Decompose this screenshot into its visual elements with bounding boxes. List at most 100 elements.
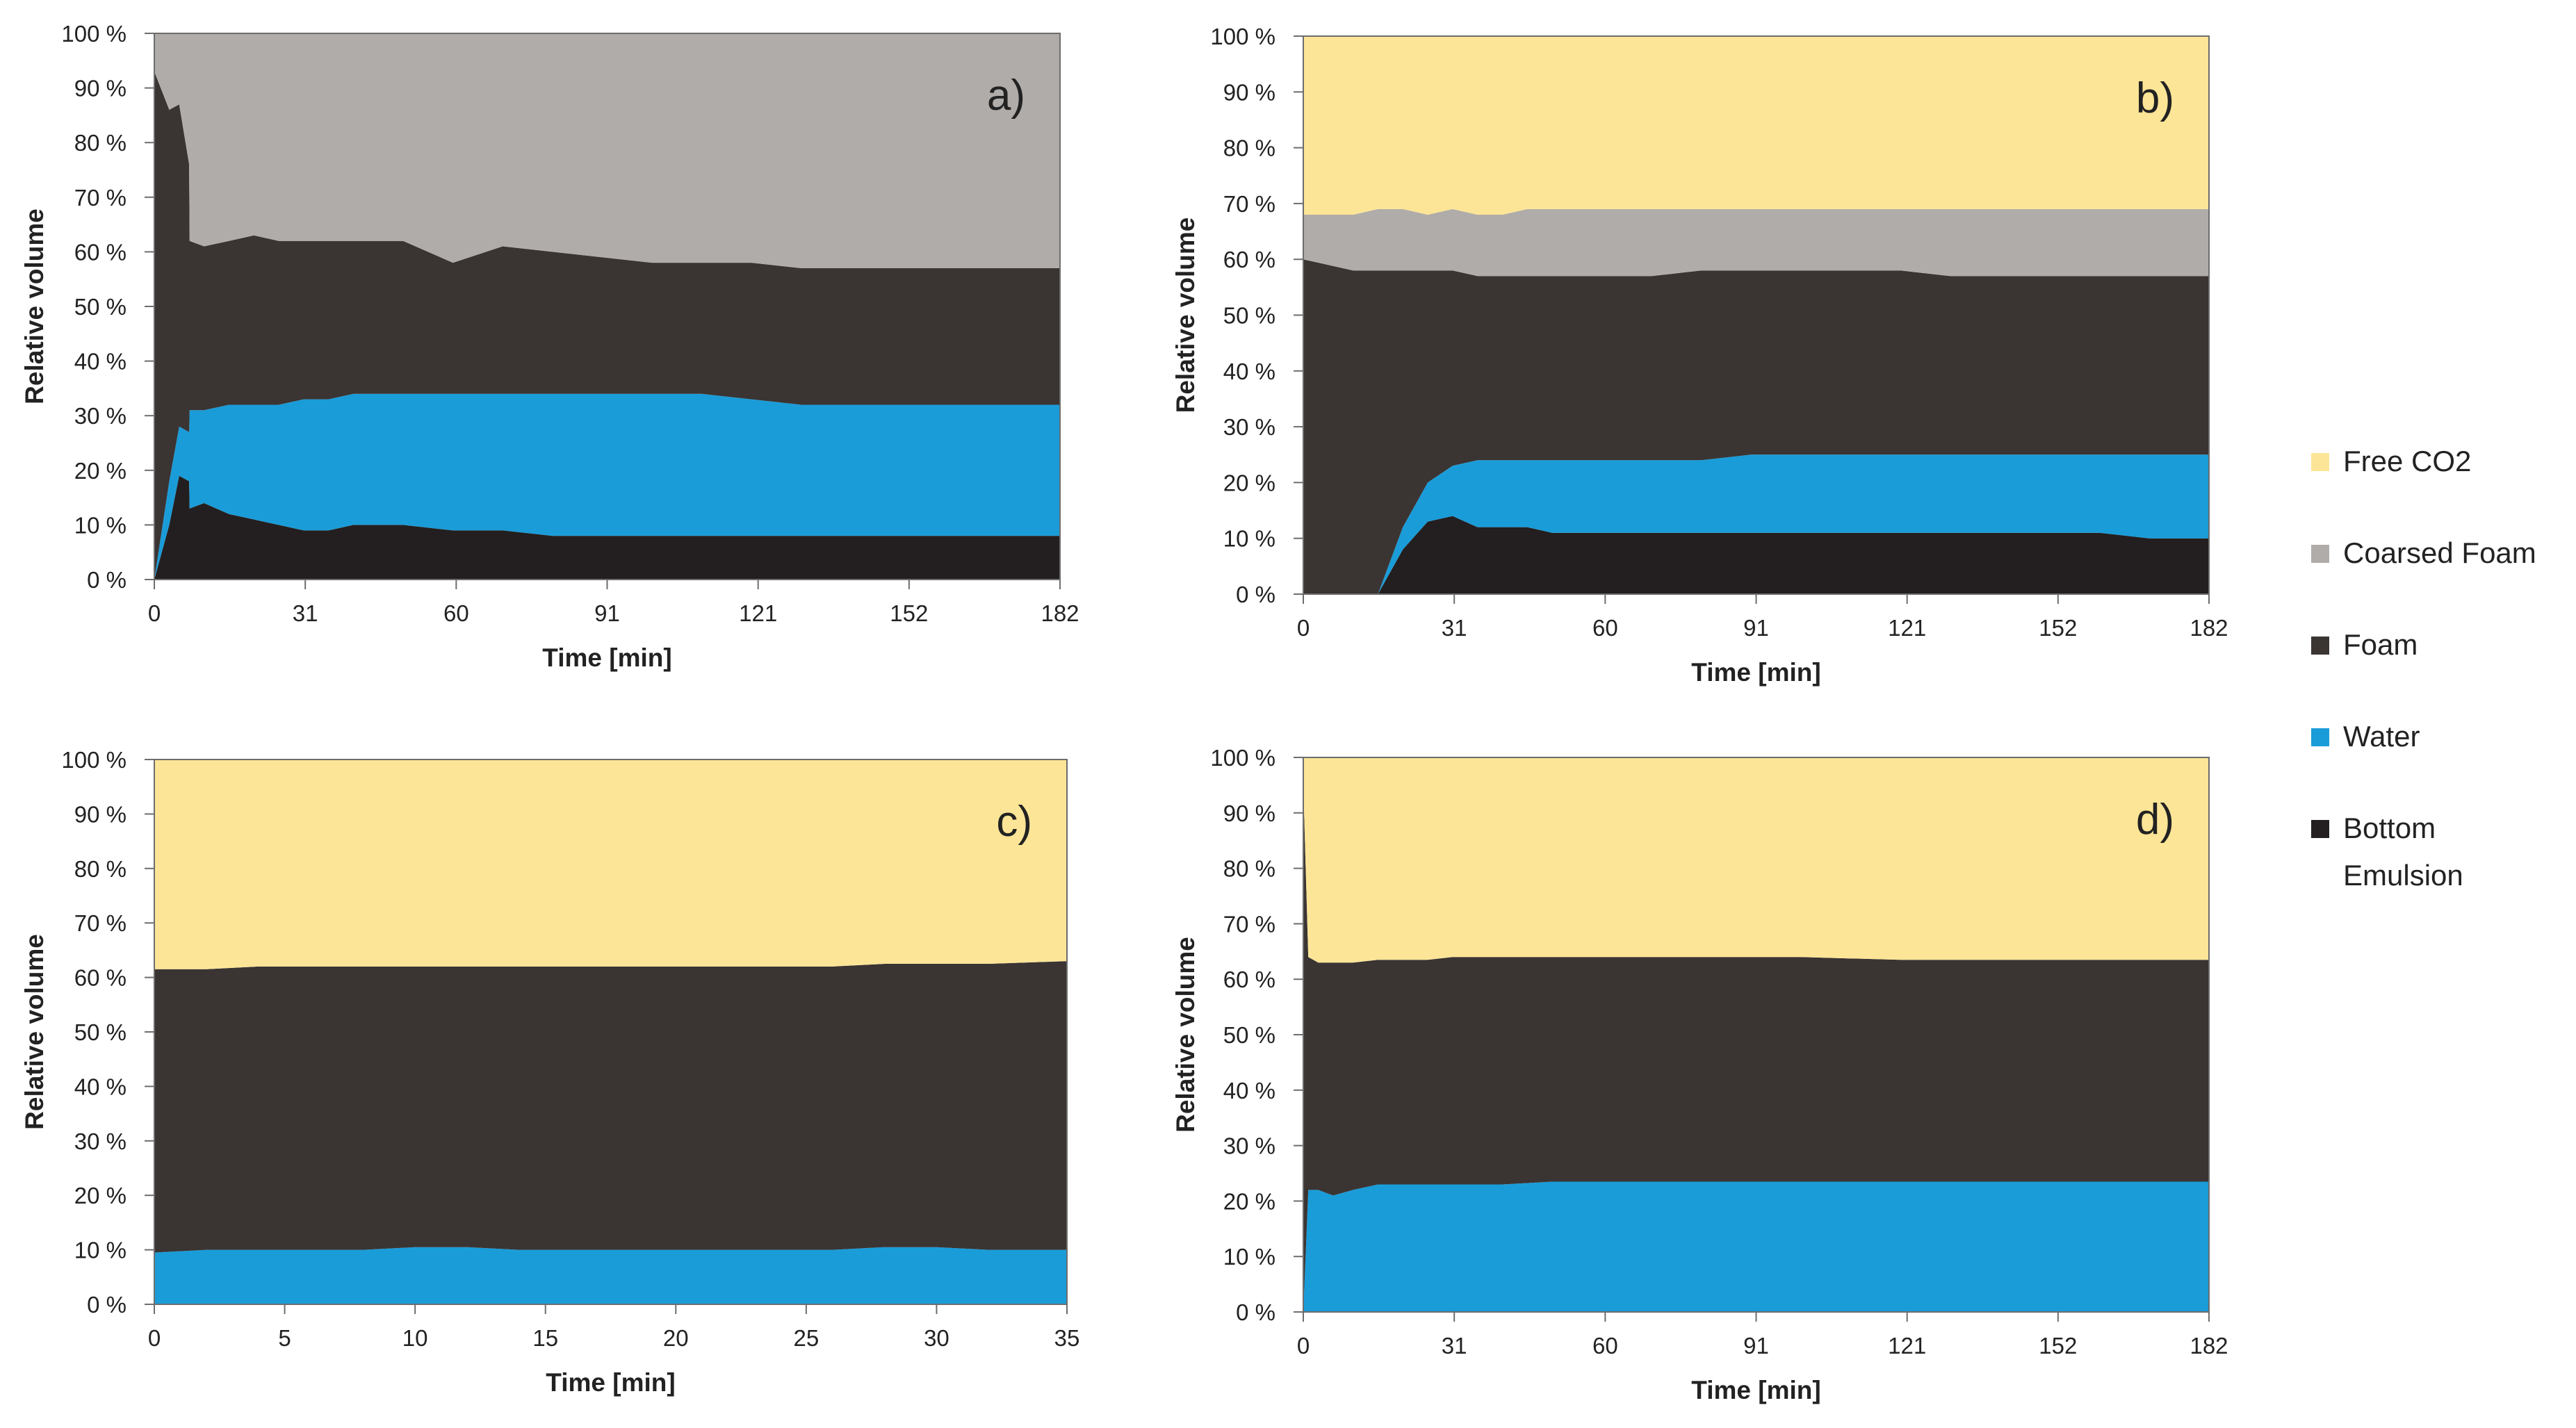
legend-label-water: Water [2343, 720, 2420, 753]
panel-a-ytick-label: 40 % [74, 349, 127, 375]
panel-c-xtick-label: 35 [1054, 1325, 1080, 1351]
panel-d: 0 % 10 % 20 % 30 % 40 % 50 % 60 % 70 % 80 % 90 % 1… [1171, 745, 2228, 1404]
panel-d-area-foam [1303, 785, 2209, 1312]
panel-c-xtick-label: 30 [924, 1325, 949, 1351]
panel-b-ytick-label: 90 % [1223, 79, 1275, 105]
panel-a-ytick-label: 0 % [87, 567, 127, 593]
legend-label-bottom-emulsion: Bottom Emulsion [2343, 812, 2463, 892]
panel-d-title: d) [2136, 796, 2174, 844]
panel-c-area-water [154, 1247, 1067, 1304]
panel-d-xtick-label: 0 [1297, 1333, 1310, 1359]
panel-b-ytick-label: 40 % [1223, 359, 1275, 384]
panel-a-ytick-label: 100 % [61, 21, 127, 47]
panel-b-ylabel: Relative volume [1171, 218, 1200, 413]
panel-a-area-bottom-emulsion [154, 475, 1060, 580]
panel-a-xtick-label: 31 [293, 600, 318, 626]
panel-a-ytick-label: 20 % [74, 458, 127, 484]
panel-b-xtick-label: 0 [1297, 615, 1310, 641]
panel-d-ytick-label: 70 % [1223, 911, 1275, 937]
panel-b-xlabel: Time [min] [1691, 658, 1820, 687]
panel-d-ytick-label: 50 % [1223, 1022, 1275, 1048]
panel-c-xtick-label: 25 [793, 1325, 819, 1351]
panel-d-xlabel: Time [min] [1691, 1376, 1820, 1404]
panel-c-xtick-label: 10 [402, 1325, 428, 1351]
panel-d-ytick-label: 40 % [1223, 1078, 1275, 1103]
panel-d-ytick-label: 60 % [1223, 967, 1275, 992]
panel-a-xlabel: Time [min] [542, 643, 671, 672]
panel-d-xtick-label: 152 [2039, 1333, 2077, 1359]
panel-b-ytick-label: 0 % [1236, 582, 1275, 607]
panel-c-ytick-label: 100 % [61, 747, 127, 773]
panel-a-title: a) [987, 72, 1025, 120]
panel-b: 0 % 10 % 20 % 30 % 40 % 50 % 60 % 70 % 80 % 90 % 1… [1171, 24, 2228, 687]
panel-b-ytick-label: 20 % [1223, 470, 1275, 495]
panel-d-ytick-label: 10 % [1223, 1244, 1275, 1270]
panel-c-ytick-label: 50 % [74, 1019, 127, 1045]
panel-c-xtick-label: 20 [663, 1325, 689, 1351]
panel-c-area-foam [154, 961, 1067, 1253]
legend: Free CO2 Coarsed Foam Foam Water Bottom … [2311, 438, 2575, 944]
panel-d-ytick-label: 90 % [1223, 801, 1275, 826]
panel-b-ytick-label: 80 % [1223, 136, 1275, 161]
panel-c-ytick-label: 30 % [74, 1129, 127, 1154]
panel-a-xtick-label: 91 [594, 600, 620, 626]
panel-a-xtick-label: 60 [443, 600, 469, 626]
legend-label-coarsed-foam: Coarsed Foam [2343, 536, 2536, 569]
panel-c-xlabel: Time [min] [546, 1368, 675, 1397]
panel-d-xtick-label: 182 [2190, 1333, 2228, 1359]
panel-a-xtick-label: 182 [1041, 600, 1079, 626]
panel-a-ytick-label: 30 % [74, 403, 127, 429]
panel-d-xtick-label: 121 [1888, 1333, 1926, 1359]
panel-b-title: b) [2136, 74, 2174, 122]
panel-d-ytick-label: 100 % [1210, 745, 1275, 771]
panel-c-ylabel: Relative volume [20, 934, 49, 1130]
panel-c-ytick-label: 40 % [74, 1074, 127, 1099]
panel-b-ytick-label: 50 % [1223, 303, 1275, 329]
panel-c-ytick-label: 10 % [74, 1238, 127, 1263]
panel-b-area-coarsed-foam [1303, 208, 2209, 277]
panel-d-area-water [1303, 1181, 2209, 1312]
legend-item-foam: Foam [2311, 621, 2575, 668]
panel-c-xtick-label: 15 [532, 1325, 558, 1351]
legend-swatch-coarsed-foam [2311, 545, 2329, 563]
panel-a-xtick-label: 0 [148, 600, 161, 626]
legend-item-free-co2: Free CO2 [2311, 438, 2575, 485]
panel-c-area-free-co2 [154, 760, 1067, 969]
panel-a-ytick-label: 50 % [74, 294, 127, 320]
panel-c-ytick-label: 70 % [74, 910, 127, 936]
legend-swatch-bottom-emulsion [2311, 820, 2329, 838]
panel-a-ytick-label: 10 % [74, 512, 127, 538]
panel-b-ytick-label: 60 % [1223, 247, 1275, 272]
panel-b-xtick-label: 60 [1592, 615, 1618, 641]
legend-item-bottom-emulsion: Bottom Emulsion [2311, 805, 2575, 899]
panel-a-ytick-label: 70 % [74, 185, 127, 211]
panel-a: 0 % 10 % 20 % 30 % 40 % 50 % 60 % 70 % 80 % 90 % 1… [20, 21, 1079, 672]
panel-d-ytick-label: 0 % [1236, 1299, 1275, 1325]
legend-swatch-water [2311, 728, 2329, 746]
panel-b-xtick-label: 152 [2039, 615, 2077, 641]
panel-d-ytick-label: 80 % [1223, 856, 1275, 882]
legend-item-water: Water [2311, 713, 2575, 760]
panel-c-ytick-label: 90 % [74, 801, 127, 827]
panel-b-ytick-label: 100 % [1210, 24, 1275, 49]
panel-a-area-foam [154, 72, 1060, 580]
panel-c-xtick-label: 5 [278, 1325, 291, 1351]
panel-b-xtick-label: 121 [1888, 615, 1926, 641]
panel-b-xtick-label: 91 [1743, 615, 1769, 641]
panel-a-xtick-label: 152 [890, 600, 928, 626]
panel-b-area-bottom-emulsion [1303, 516, 2209, 594]
panel-a-xtick-label: 121 [739, 600, 777, 626]
panel-d-xtick-label: 60 [1592, 1333, 1618, 1359]
panel-b-ytick-label: 10 % [1223, 526, 1275, 552]
panel-a-ytick-label: 90 % [74, 76, 127, 101]
panel-b-xtick-label: 31 [1442, 615, 1467, 641]
panel-b-ytick-label: 70 % [1223, 191, 1275, 217]
panel-b-area-free-co2 [1303, 36, 2209, 215]
panel-a-area-water [154, 393, 1060, 580]
panel-a-ylabel: Relative volume [20, 208, 49, 404]
panel-b-xtick-label: 182 [2190, 615, 2228, 641]
panel-c-ytick-label: 80 % [74, 856, 127, 882]
panel-c-ytick-label: 60 % [74, 965, 127, 991]
panel-d-xtick-label: 31 [1442, 1333, 1467, 1359]
